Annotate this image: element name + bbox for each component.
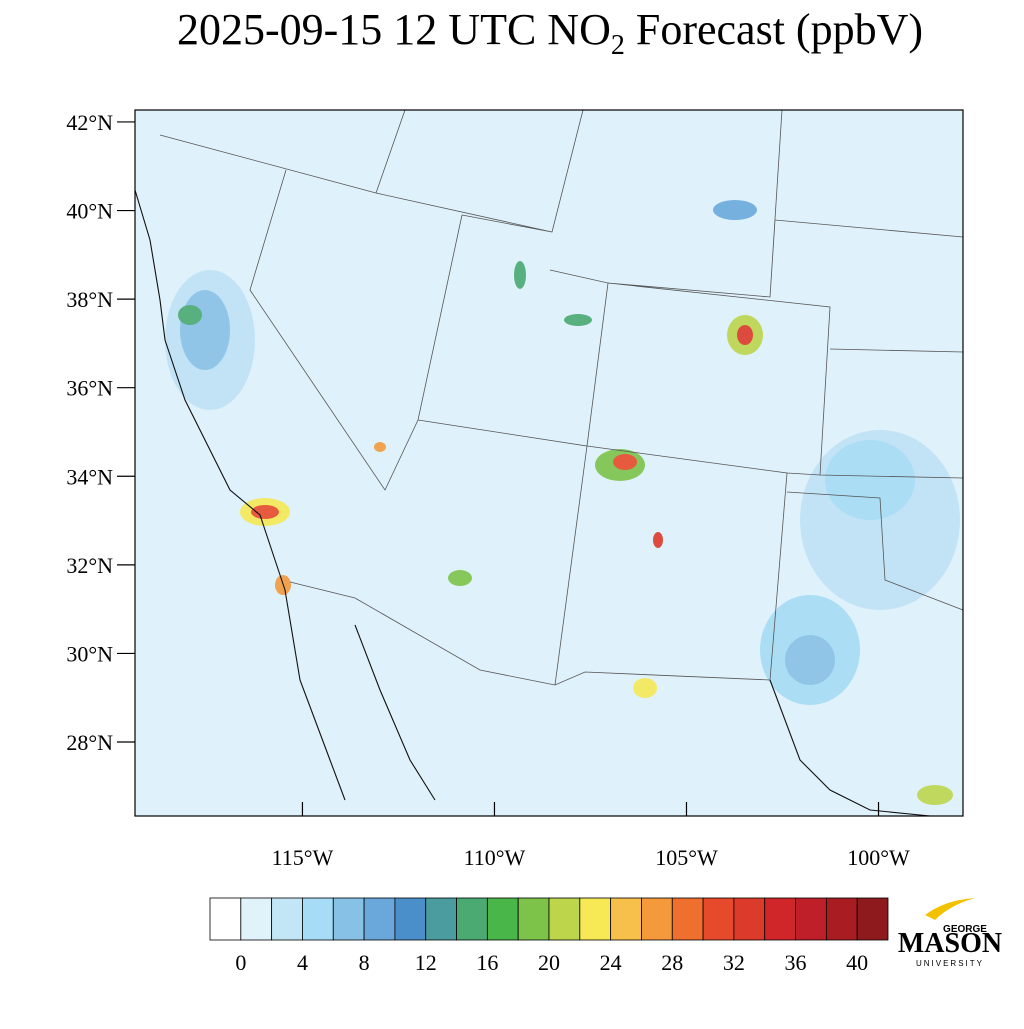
concentration-field — [165, 200, 960, 805]
colorbar-box — [641, 897, 673, 941]
lon-label: 115°W — [272, 845, 334, 870]
logo-swoosh — [925, 898, 975, 920]
lon-label: 100°W — [847, 845, 910, 870]
colorbar-box — [302, 897, 334, 941]
colorbar-box — [456, 897, 488, 941]
lat-label: 28°N — [66, 730, 113, 755]
colorbar-box — [425, 897, 457, 941]
lat-label: 42°N — [66, 110, 113, 135]
colorbar-box — [733, 897, 766, 941]
colorbar-box — [209, 897, 242, 941]
title-part: 2025-09-15 12 UTC NO — [177, 5, 611, 54]
lat-label: 30°N — [66, 641, 113, 666]
colorbar-box — [856, 897, 889, 941]
colorbar-label: 20 — [538, 950, 560, 975]
colorbar-box — [394, 897, 427, 941]
colorbar-label: 24 — [600, 950, 622, 975]
colorbar-box — [332, 897, 365, 941]
colorbar-box — [764, 897, 796, 941]
colorbar-label: 0 — [235, 950, 246, 975]
colorbar-label: 8 — [359, 950, 370, 975]
colorbar-label: 28 — [661, 950, 683, 975]
colorbar-label: 40 — [846, 950, 868, 975]
colorbar-label: 32 — [723, 950, 745, 975]
colorbar-label: 16 — [476, 950, 498, 975]
colorbar-box — [517, 897, 550, 941]
colorbar-label: 4 — [297, 950, 308, 975]
title-part: Forecast (ppbV) — [625, 5, 923, 54]
lat-label: 34°N — [66, 464, 113, 489]
colorbar-box — [548, 897, 581, 941]
colorbar-label: 12 — [415, 950, 437, 975]
boundaries — [134, 109, 964, 817]
colorbar-label: 36 — [785, 950, 807, 975]
colorbar-box — [702, 897, 735, 941]
colorbar: 0 4 8 12 16 20 24 28 32 36 40 — [209, 897, 889, 975]
colorbar-box — [610, 897, 642, 941]
colorbar-box — [271, 897, 303, 941]
title: 2025-09-15 12 UTC NO2 Forecast (ppbV) — [177, 5, 923, 61]
colorbar-box — [240, 897, 273, 941]
lat-label: 38°N — [66, 287, 113, 312]
lat-label: 40°N — [66, 199, 113, 224]
lat-label: 32°N — [66, 553, 113, 578]
colorbar-box — [795, 897, 827, 941]
colorbar-box — [671, 897, 704, 941]
colorbar-box — [825, 897, 858, 941]
title-subscript: 2 — [611, 30, 625, 61]
map: 42°N 40°N 38°N 36°N 34°N 32°N 30°N 28°N 115°W 110… — [66, 109, 964, 870]
colorbar-box — [579, 897, 612, 941]
map-frame — [134, 109, 964, 817]
colorbar-box — [486, 897, 519, 941]
logo-bottom: UNIVERSITY — [916, 959, 984, 968]
lat-label: 36°N — [66, 376, 113, 401]
colorbar-box — [363, 897, 396, 941]
logo: GEORGE MASON UNIVERSITY — [898, 898, 1002, 968]
lon-label: 105°W — [655, 845, 718, 870]
logo-main: MASON — [898, 928, 1002, 959]
lon-label: 110°W — [464, 845, 526, 870]
logo-top: GEORGE — [943, 924, 987, 935]
